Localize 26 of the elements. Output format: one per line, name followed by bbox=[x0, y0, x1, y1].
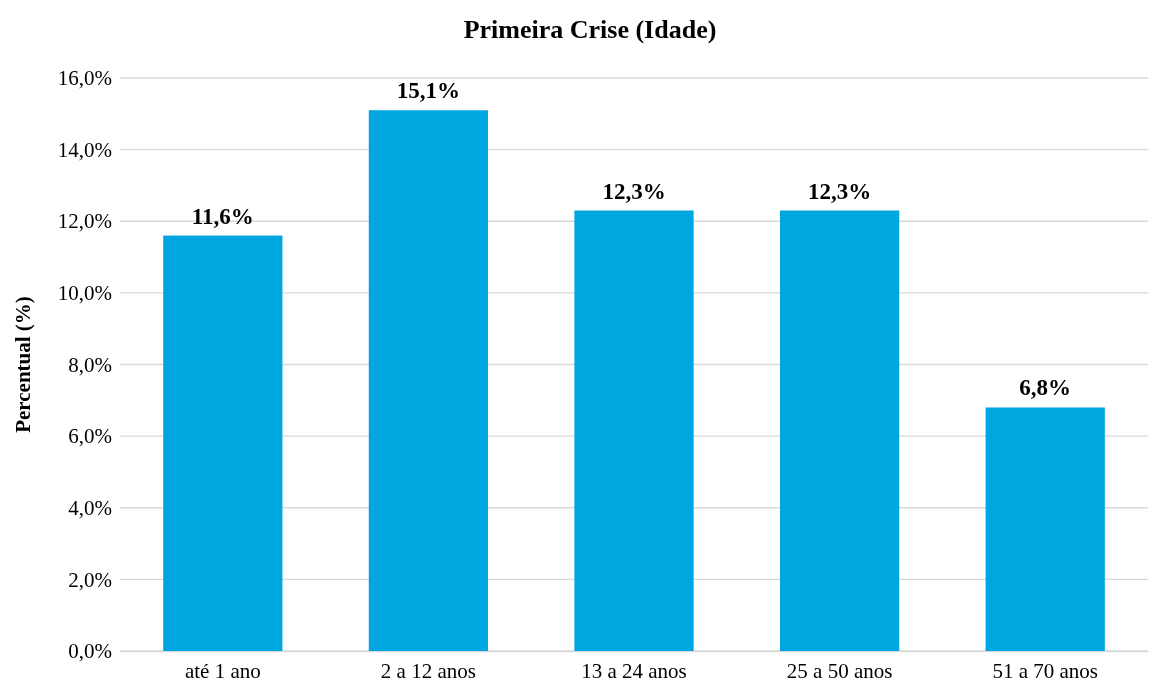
y-tick-label: 4,0% bbox=[68, 495, 112, 520]
data-label: 6,8% bbox=[1019, 375, 1072, 401]
bar bbox=[574, 210, 694, 651]
x-tick-label: até 1 ano bbox=[184, 658, 261, 683]
bar bbox=[368, 110, 489, 651]
x-tick-label: 2 a 12 anos bbox=[380, 658, 476, 683]
y-tick-label: 0,0% bbox=[68, 639, 112, 664]
data-label: 12,3% bbox=[602, 178, 666, 204]
bar bbox=[779, 210, 900, 651]
chart-title: Primeira Crise (Idade) bbox=[463, 15, 717, 44]
y-tick-label: 8,0% bbox=[68, 352, 112, 377]
y-axis-title: Percentual (%) bbox=[11, 296, 35, 433]
data-label: 12,3% bbox=[807, 178, 872, 204]
y-tick-label: 10,0% bbox=[57, 281, 112, 306]
y-tick-label: 6,0% bbox=[68, 424, 112, 449]
y-tick-label: 2,0% bbox=[68, 567, 112, 592]
y-tick-label: 12,0% bbox=[57, 209, 112, 234]
x-tick-label: 25 a 50 anos bbox=[786, 658, 893, 683]
x-tick-label: 13 a 24 anos bbox=[581, 658, 687, 683]
x-tick-label: 51 a 70 anos bbox=[992, 658, 1098, 683]
y-tick-label: 16,0% bbox=[57, 66, 112, 91]
bar bbox=[163, 235, 283, 651]
data-label: 15,1% bbox=[396, 78, 461, 104]
data-label: 11,6% bbox=[191, 203, 254, 229]
y-tick-label: 14,0% bbox=[57, 137, 112, 162]
bar bbox=[985, 407, 1105, 651]
